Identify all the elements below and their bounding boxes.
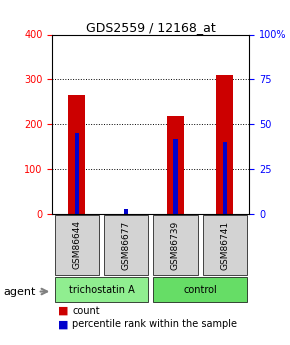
Bar [173, 139, 177, 214]
FancyBboxPatch shape [202, 215, 247, 275]
FancyBboxPatch shape [153, 215, 198, 275]
Text: GDS2559 / 12168_at: GDS2559 / 12168_at [86, 21, 216, 34]
Bar [167, 116, 184, 214]
Text: percentile rank within the sample: percentile rank within the sample [72, 319, 238, 329]
Bar [124, 208, 128, 214]
Text: agent: agent [3, 287, 35, 296]
FancyBboxPatch shape [55, 215, 99, 275]
FancyBboxPatch shape [55, 277, 148, 302]
Text: trichostatin A: trichostatin A [69, 285, 134, 295]
FancyBboxPatch shape [104, 215, 148, 275]
Text: GSM86677: GSM86677 [122, 220, 131, 269]
Text: ■: ■ [58, 306, 68, 315]
Text: count: count [72, 306, 100, 315]
Text: GSM86739: GSM86739 [171, 220, 180, 269]
Bar [68, 95, 86, 214]
Text: GSM86644: GSM86644 [72, 220, 81, 269]
FancyBboxPatch shape [153, 277, 247, 302]
Bar [216, 75, 233, 214]
Text: control: control [183, 285, 217, 295]
Bar [223, 142, 227, 214]
Text: GSM86741: GSM86741 [220, 220, 229, 269]
Text: ■: ■ [58, 319, 68, 329]
Bar [75, 133, 79, 214]
